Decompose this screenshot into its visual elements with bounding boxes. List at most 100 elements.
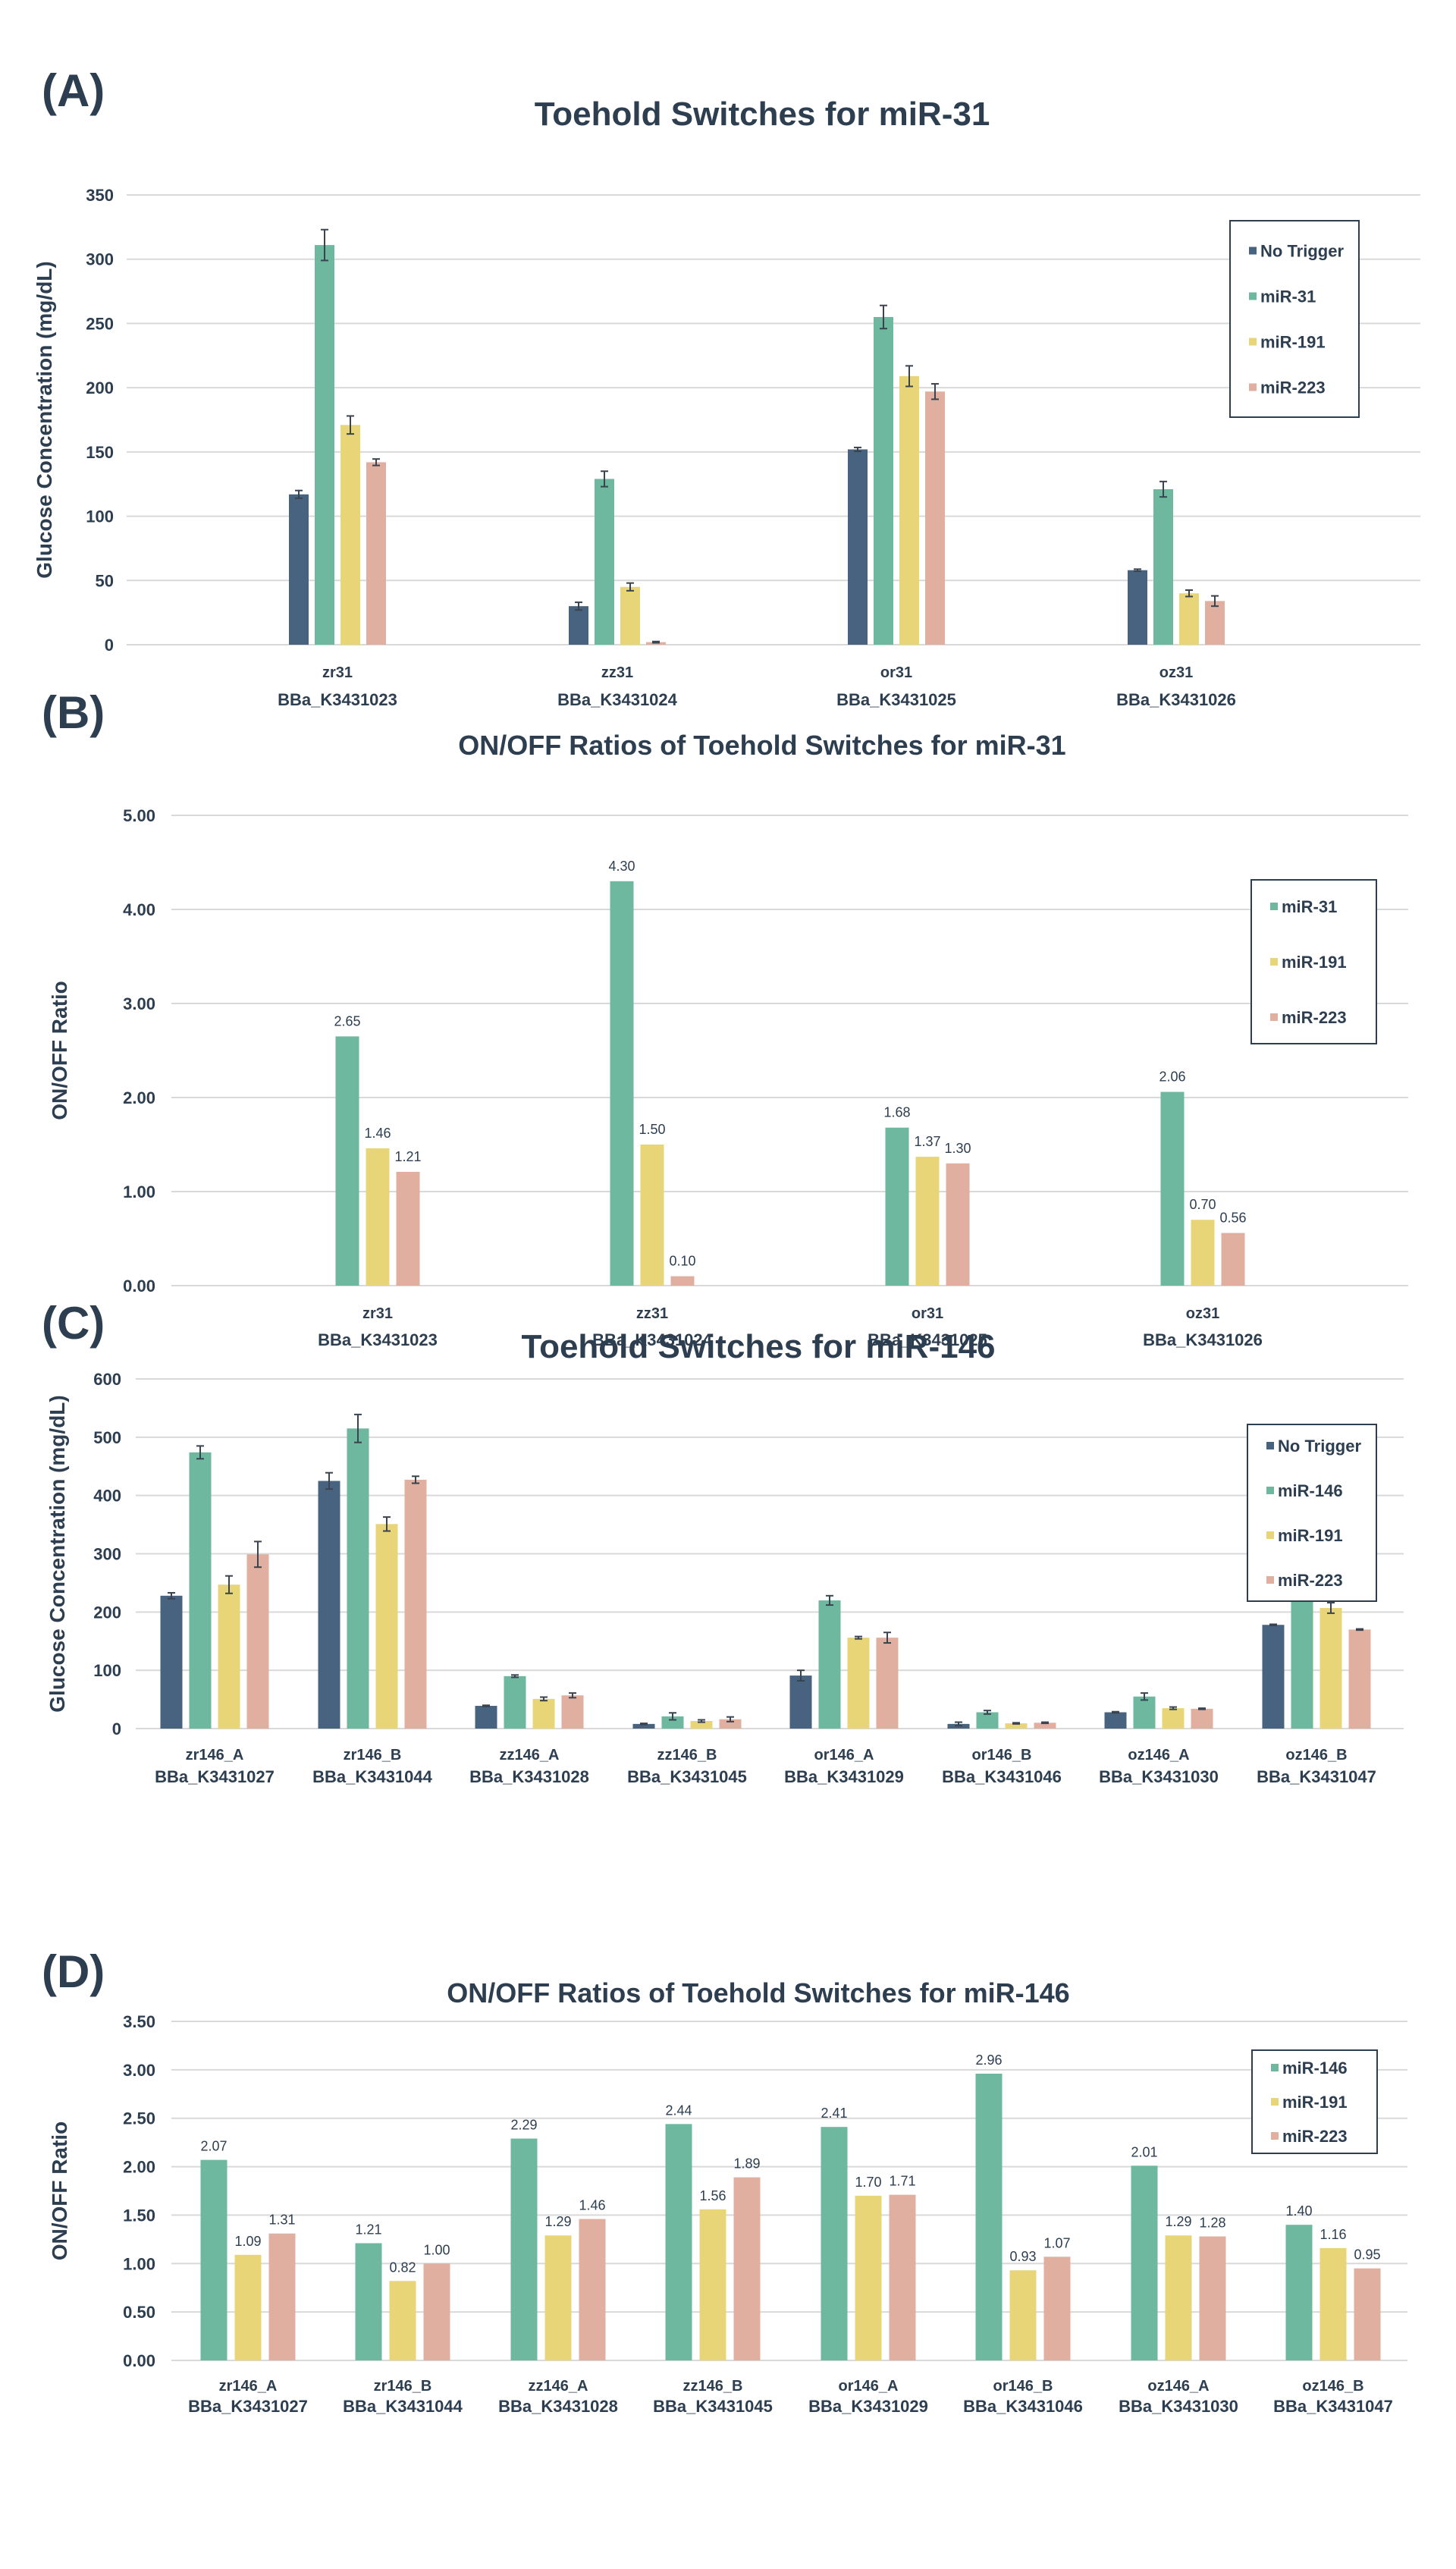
bar-no-trigger [848,449,868,645]
legend-entry: No Trigger [1260,242,1344,261]
panel-label: (D) [42,1946,105,1997]
data-label: 1.07 [1043,2235,1070,2250]
bar-mir-146 [665,2124,692,2360]
data-label: 2.65 [334,1013,360,1029]
y-tick-label: 50 [96,571,114,590]
bar-mir-31 [874,316,893,645]
legend-swatch [1270,1013,1278,1021]
bar-mir-223 [561,1695,584,1729]
x-tick-label: zr146_A [219,2378,278,2395]
legend-entry: miR-31 [1260,287,1316,306]
data-label: 1.70 [855,2175,881,2190]
bar-mir-223 [1199,2236,1226,2360]
x-tick-label: or146_B [972,1747,1032,1763]
data-label: 1.21 [355,2222,381,2237]
x-tick-sublabel: BBa_K3431030 [1099,1767,1219,1786]
bar-mir-223 [268,2233,296,2360]
bar-mir-191 [1320,1607,1342,1729]
data-label: 1.71 [889,2174,915,2189]
bar-mir-191 [389,2281,416,2360]
data-label: 2.41 [821,2106,847,2121]
data-label: 1.00 [423,2242,450,2257]
y-tick-label: 2.00 [123,1088,155,1107]
chart-panel-c: (C) Toehold Switches for miR-146 0 100 200 30… [42,1298,1404,1786]
y-tick-label: 300 [93,1545,121,1564]
data-label: 1.31 [268,2213,295,2228]
y-tick-label: 300 [86,250,114,269]
bar-mir-223 [670,1276,695,1286]
bar-mir-146 [200,2159,228,2360]
data-label: 1.56 [699,2188,726,2203]
x-tick-label: zz146_A [529,2378,588,2395]
bar-mir-191 [915,1157,940,1286]
bar-mir-223 [1034,1723,1056,1729]
data-label: 0.93 [1009,2249,1036,2264]
bar-mir-223 [579,2219,606,2360]
x-tick-sublabel: BBa_K3431045 [653,2397,773,2416]
bar-mir-191 [532,1698,555,1729]
bar-mir-191 [699,2209,726,2360]
data-label: 1.28 [1199,2216,1225,2231]
bar-mir-223 [1221,1233,1245,1286]
data-label: 1.68 [883,1105,910,1120]
data-label: 1.09 [234,2234,261,2249]
legend-swatch [1249,383,1257,391]
legend-swatch [1249,338,1257,346]
chart-panel-a: (A) Toehold Switches for miR-31 0 50 100 150 2… [33,65,1420,709]
data-label: 1.21 [394,1149,421,1164]
bar-mir-223 [946,1163,970,1286]
x-tick-sublabel: BBa_K3431028 [469,1767,589,1786]
y-tick-label: 200 [93,1603,121,1622]
x-tick-sublabel: BBa_K3431023 [278,690,397,709]
y-tick-label: 150 [86,443,114,462]
legend-entry: miR-191 [1278,1526,1343,1545]
x-tick-sublabel: BBa_K3431046 [963,2397,1083,2416]
bar-mir-146 [976,1712,999,1729]
x-tick-label: zr146_B [374,2378,432,2395]
x-tick-label: zr31 [362,1305,393,1322]
legend-entry: miR-223 [1278,1571,1343,1590]
bar-mir-191 [1165,2235,1192,2360]
x-tick-label: oz146_B [1285,1747,1347,1763]
bar-mir-146 [818,1600,841,1729]
x-tick-sublabel: BBa_K3431025 [868,1330,987,1349]
y-tick-label: 600 [93,1370,121,1389]
legend-entry: miR-191 [1260,333,1326,352]
bar-no-trigger [632,1723,655,1729]
x-tick-sublabel: BBa_K3431025 [836,690,956,709]
legend: miR-146 miR-191 miR-223 [1251,2049,1378,2154]
bar-no-trigger [1104,1712,1127,1729]
legend-swatch [1249,247,1257,255]
x-tick-label: zz146_B [683,2378,743,2395]
bar-mir-31 [885,1127,909,1286]
x-tick-sublabel: BBa_K3431026 [1116,690,1236,709]
bar-mir-191 [1191,1220,1215,1286]
x-tick-label: zr146_B [344,1747,402,1763]
x-tick-sublabel: BBa_K3431044 [343,2397,463,2416]
x-tick-sublabel: BBa_K3431024 [592,1330,713,1349]
bar-mir-223 [366,462,386,645]
legend-entry: miR-146 [1278,1481,1343,1500]
data-label: 0.56 [1219,1211,1246,1226]
x-tick-label: or146_B [993,2378,1053,2395]
x-tick-label: zr31 [322,664,353,681]
legend-swatch [1266,1442,1274,1449]
bar-mir-191 [1179,593,1199,645]
y-tick-label: 1.00 [123,2254,155,2273]
bar-no-trigger [1262,1625,1285,1729]
bar-no-trigger [318,1481,340,1729]
x-tick-label: zz146_A [500,1747,560,1763]
bar-mir-191 [640,1145,664,1286]
x-tick-label: zr146_A [186,1747,244,1763]
bar-mir-223 [1205,601,1225,645]
legend-swatch [1266,1576,1274,1584]
data-label: 1.89 [733,2156,760,2172]
bar-mir-146 [355,2243,382,2360]
x-tick-label: or146_A [839,2378,899,2395]
bar-no-trigger [789,1676,812,1729]
x-tick-label: oz146_A [1128,1747,1189,1763]
x-tick-label: oz146_A [1147,2378,1209,2395]
legend-swatch [1271,2098,1279,2106]
bar-mir-191 [366,1148,390,1286]
